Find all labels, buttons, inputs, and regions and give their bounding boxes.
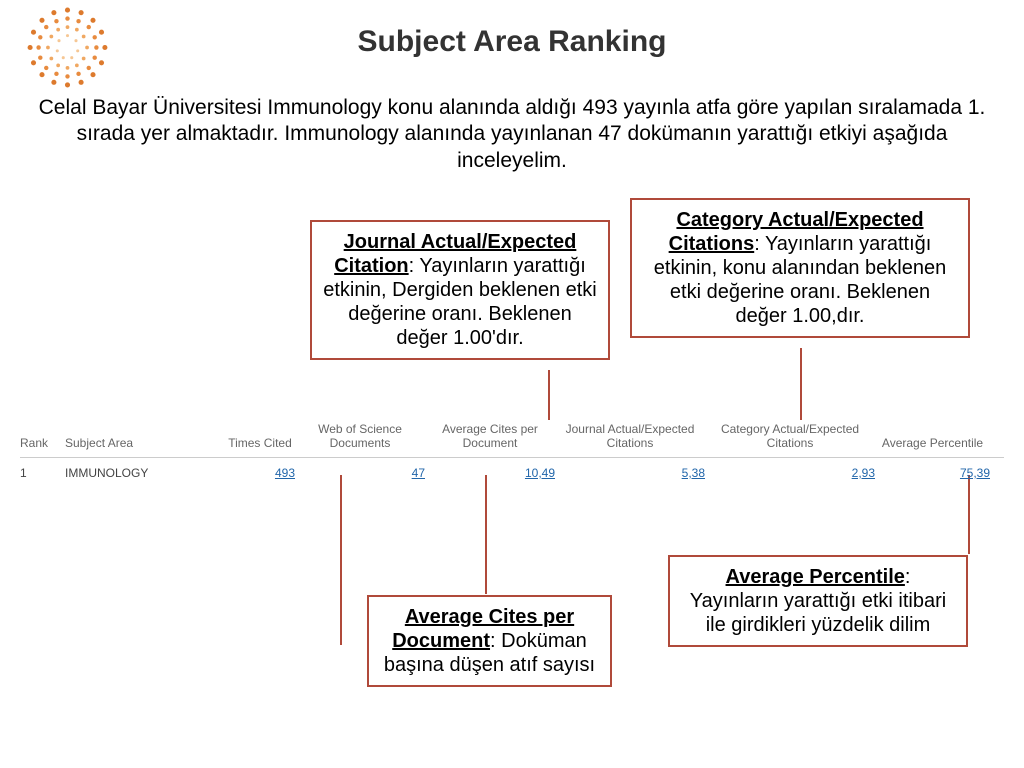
- callout-avg-percentile: Average Percentile: Yayınların yarattığı…: [668, 555, 968, 647]
- connector-line: [485, 475, 487, 594]
- callout-journal-ae: Journal Actual/Expected Citation: Yayınl…: [310, 220, 610, 360]
- connector-line: [548, 370, 550, 420]
- col-header-avg-percentile: Average Percentile: [875, 436, 990, 450]
- cell-avg-cites-link[interactable]: 10,49: [525, 466, 555, 480]
- connector-line: [968, 475, 970, 554]
- table-header-row: Rank Subject Area Times Cited Web of Sci…: [20, 422, 1004, 458]
- callout-percentile-label: Average Percentile: [726, 566, 905, 588]
- cell-category-ae-link[interactable]: 2,93: [852, 466, 875, 480]
- ranking-table: Rank Subject Area Times Cited Web of Sci…: [20, 422, 1004, 480]
- col-header-wos-docs: Web of Science Documents: [295, 422, 425, 451]
- table-row: 1 IMMUNOLOGY 493 47 10,49 5,38 2,93 75,3…: [20, 458, 1004, 480]
- callout-avg-cites: Average Cites per Document: Doküman başı…: [367, 595, 612, 687]
- intro-paragraph: Celal Bayar Üniversitesi Immunology konu…: [20, 95, 1004, 174]
- cell-rank: 1: [20, 466, 65, 480]
- col-header-times-cited: Times Cited: [225, 436, 295, 450]
- col-header-journal-ae: Journal Actual/Expected Citations: [555, 422, 705, 451]
- cell-wos-docs-link[interactable]: 47: [412, 466, 425, 480]
- connector-line: [340, 475, 342, 645]
- page-title: Subject Area Ranking: [0, 25, 1024, 59]
- col-header-category-ae: Category Actual/Expected Citations: [705, 422, 875, 451]
- cell-journal-ae-link[interactable]: 5,38: [682, 466, 705, 480]
- cell-times-cited-link[interactable]: 493: [275, 466, 295, 480]
- connector-line: [800, 348, 802, 420]
- col-header-avg-cites: Average Cites per Document: [425, 422, 555, 451]
- col-header-subject: Subject Area: [65, 436, 225, 450]
- col-header-rank: Rank: [20, 436, 65, 450]
- cell-avg-pct-link[interactable]: 75,39: [960, 466, 990, 480]
- cell-subject: IMMUNOLOGY: [65, 466, 225, 480]
- callout-category-ae: Category Actual/Expected Citations: Yayı…: [630, 198, 970, 338]
